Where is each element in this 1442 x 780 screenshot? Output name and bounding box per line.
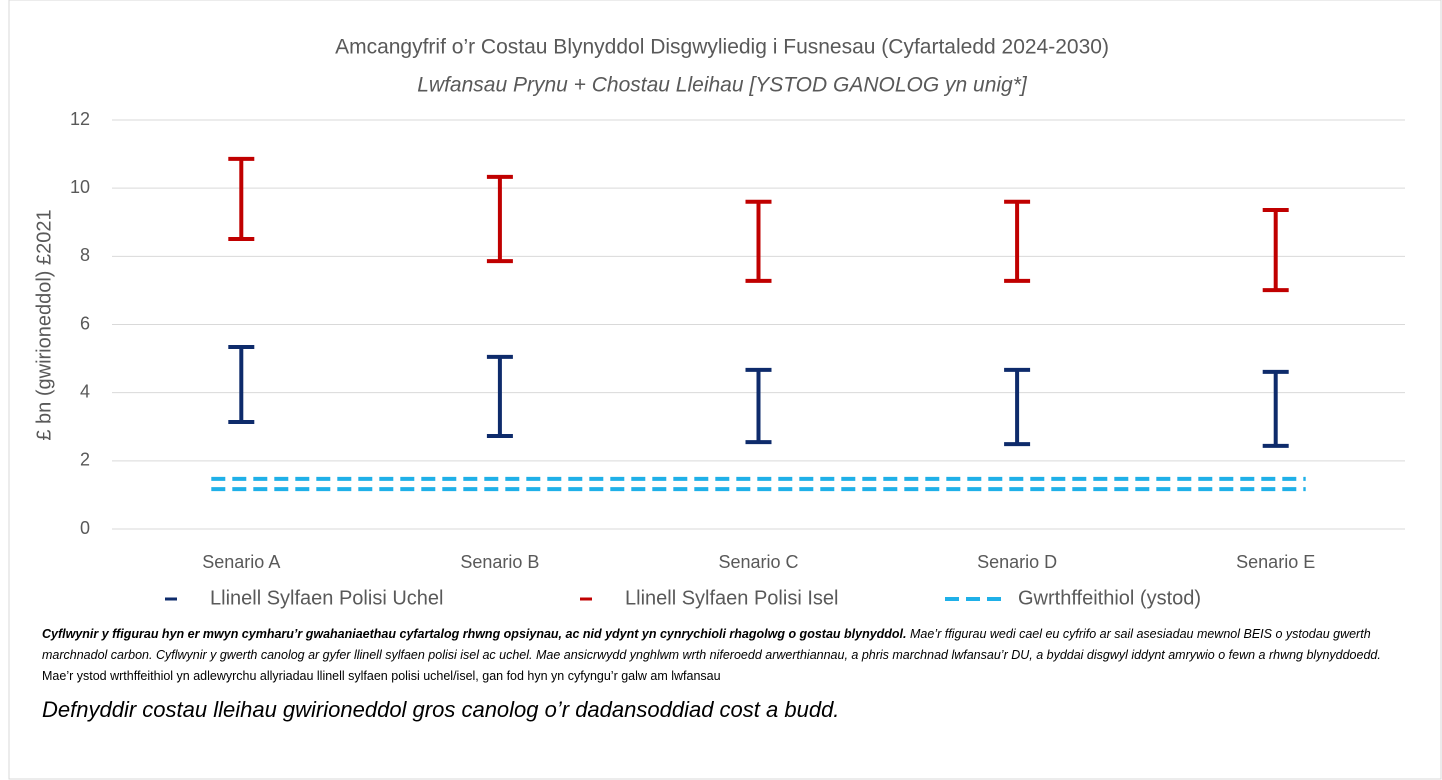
legend-label: Gwrthffeithiol (ystod): [1018, 587, 1201, 609]
y-axis-label: £ bn (gwirioneddol) £2021: [33, 209, 55, 440]
x-tick-label: Senario A: [202, 552, 280, 572]
note-italic: Mae’r ffigurau wedi cael eu cyfrifo ar s…: [42, 627, 1381, 662]
notes: Cyflwynir y ffigurau hyn er mwyn cymharu…: [42, 624, 1412, 722]
chart-border: [8, 0, 1442, 780]
y-tick-label: 6: [80, 313, 90, 333]
y-tick-label: 4: [80, 381, 90, 401]
x-tick-label: Senario B: [460, 552, 539, 572]
x-tick-label: Senario E: [1236, 552, 1315, 572]
note-large: Defnyddir costau lleihau gwirioneddol gr…: [42, 697, 840, 722]
y-tick-label: 12: [70, 109, 90, 129]
x-tick-label: Senario C: [718, 552, 798, 572]
legend-label: Llinell Sylfaen Polisi Uchel: [210, 587, 443, 609]
y-tick-label: 2: [80, 450, 90, 470]
chart-title: Amcangyfrif o’r Costau Blynyddol Disgwyl…: [335, 36, 1109, 59]
note-paragraph: Cyflwynir y ffigurau hyn er mwyn cymharu…: [42, 624, 1412, 666]
y-tick-label: 0: [80, 518, 90, 538]
chart-subtitle: Lwfansau Prynu + Chostau Lleihau [YSTOD …: [417, 74, 1028, 97]
y-tick-label: 10: [70, 177, 90, 197]
note-plain: Mae’r ystod wrthffeithiol yn adlewyrchu …: [42, 669, 721, 683]
x-tick-label: Senario D: [977, 552, 1057, 572]
note-bold: Cyflwynir y ffigurau hyn er mwyn cymharu…: [42, 627, 907, 641]
y-tick-label: 8: [80, 245, 90, 265]
legend-label: Llinell Sylfaen Polisi Isel: [625, 587, 838, 609]
